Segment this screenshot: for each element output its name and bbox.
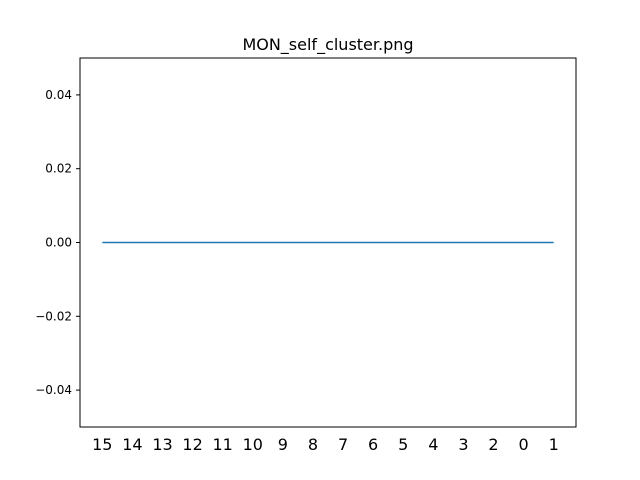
x-tick-label: 13 xyxy=(152,435,172,454)
x-tick-label: 10 xyxy=(243,435,263,454)
y-tick-label: 0.04 xyxy=(45,88,72,102)
x-tick-label: 8 xyxy=(308,435,318,454)
x-tick-label: 11 xyxy=(213,435,233,454)
y-tick-label: −0.04 xyxy=(35,383,72,397)
x-tick-label: 4 xyxy=(428,435,438,454)
x-tick-label: 15 xyxy=(92,435,112,454)
y-tick-label: 0.02 xyxy=(45,162,72,176)
y-tick-label: 0.00 xyxy=(45,236,72,250)
x-tick-label: 3 xyxy=(458,435,468,454)
x-tick-label: 0 xyxy=(518,435,528,454)
x-tick-label: 2 xyxy=(488,435,498,454)
y-tick-label: −0.02 xyxy=(35,309,72,323)
x-tick-label: 12 xyxy=(182,435,202,454)
x-tick-label: 1 xyxy=(549,435,559,454)
x-tick-label: 14 xyxy=(122,435,142,454)
chart-title: MON_self_cluster.png xyxy=(242,35,413,55)
x-tick-label: 5 xyxy=(398,435,408,454)
x-tick-label: 7 xyxy=(338,435,348,454)
x-tick-label: 9 xyxy=(278,435,288,454)
x-tick-label: 6 xyxy=(368,435,378,454)
